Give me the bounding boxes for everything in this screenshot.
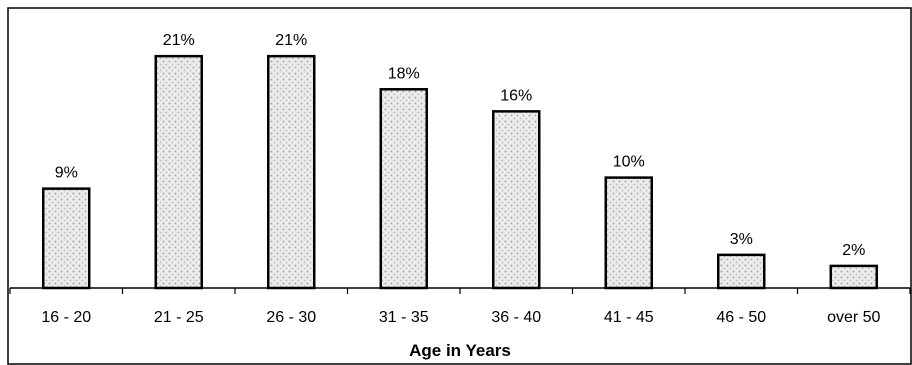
x-tick-label: 46 - 50 <box>716 309 766 326</box>
data-label: 10% <box>613 154 645 171</box>
bar-5 <box>492 110 541 290</box>
bar-2 <box>154 54 203 290</box>
x-ticks-group <box>9 288 911 294</box>
bar-8 <box>829 264 878 290</box>
x-tick-label: 26 - 30 <box>266 309 316 326</box>
bar-7 <box>717 253 766 290</box>
bar-3 <box>267 54 316 290</box>
data-label: 3% <box>730 231 753 248</box>
data-label: 21% <box>163 32 195 49</box>
x-axis-title: Age in Years <box>409 341 511 360</box>
data-label: 2% <box>842 242 865 259</box>
x-tick-labels-group: 16 - 20 21 - 25 26 - 30 31 - 35 36 - 40 41 - … <box>41 309 880 326</box>
x-tick-label: 16 - 20 <box>41 309 91 326</box>
data-label: 21% <box>275 32 307 49</box>
bar-6 <box>604 176 653 290</box>
x-tick-label: 41 - 45 <box>604 309 654 326</box>
data-label: 9% <box>55 165 78 182</box>
data-label: 16% <box>500 87 532 104</box>
bars-group <box>42 54 878 290</box>
data-labels-group: 9% 21% 21% 18% 16% 10% 3% 2% <box>55 32 866 259</box>
chart-frame <box>7 7 912 365</box>
data-label: 18% <box>388 65 420 82</box>
bar-1 <box>42 187 91 290</box>
bar-4 <box>379 88 428 290</box>
x-tick-label: over 50 <box>827 309 880 326</box>
x-tick-label: 36 - 40 <box>491 309 541 326</box>
x-tick-label: 31 - 35 <box>379 309 429 326</box>
x-tick-label: 21 - 25 <box>154 309 204 326</box>
